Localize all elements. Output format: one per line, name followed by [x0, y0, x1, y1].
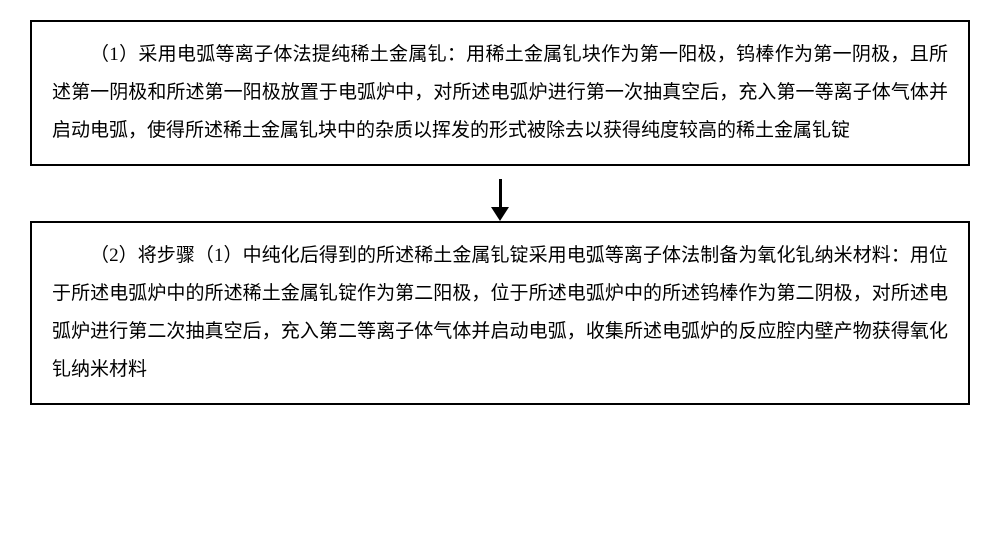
step-2-text: （2）将步骤（1）中纯化后得到的所述稀土金属钆锭采用电弧等离子体法制备为氧化钆纳… — [52, 237, 948, 389]
arrow-down-icon — [499, 179, 502, 209]
flowchart-step-2: （2）将步骤（1）中纯化后得到的所述稀土金属钆锭采用电弧等离子体法制备为氧化钆纳… — [30, 221, 970, 405]
arrow-container — [30, 166, 970, 221]
step-1-text: （1）采用电弧等离子体法提纯稀土金属钆：用稀土金属钆块作为第一阳极，钨棒作为第一… — [52, 36, 948, 150]
flowchart-step-1: （1）采用电弧等离子体法提纯稀土金属钆：用稀土金属钆块作为第一阳极，钨棒作为第一… — [30, 20, 970, 166]
